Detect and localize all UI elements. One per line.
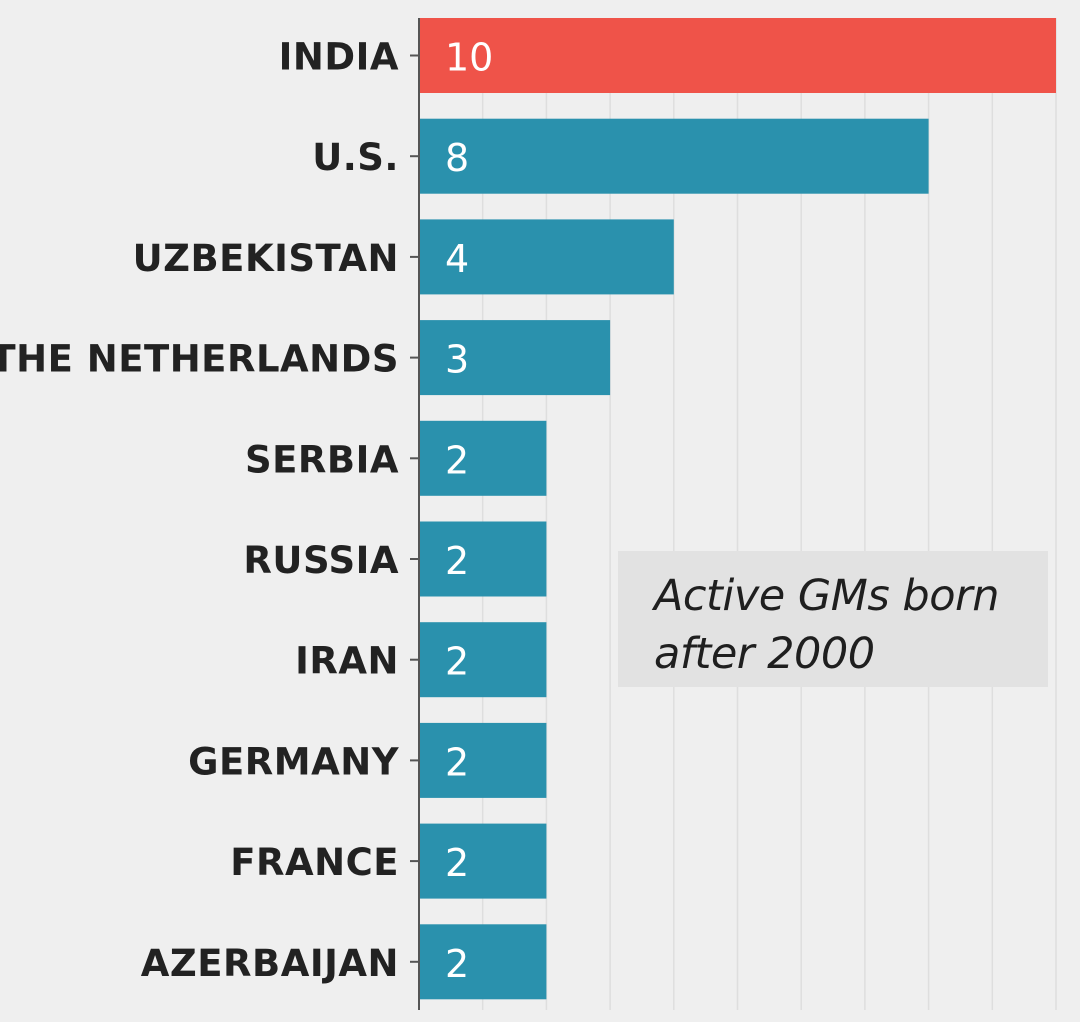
- category-label-azerbaijan: AZERBAIJAN: [141, 942, 399, 985]
- bar-serbia: [419, 420, 547, 496]
- category-label-serbia: SERBIA: [245, 438, 399, 481]
- value-label-serbia: 2: [445, 438, 469, 482]
- bar-uzbekistan: [419, 219, 674, 295]
- value-label-uzbekistan: 4: [445, 237, 469, 281]
- bar-iran: [419, 622, 547, 698]
- value-label-india: 10: [445, 36, 493, 80]
- bar-azerbaijan: [419, 924, 547, 1000]
- chart-annotation: Active GMs born after 2000: [618, 551, 1048, 687]
- category-label-germany: GERMANY: [188, 740, 400, 783]
- value-label-russia: 2: [445, 539, 469, 583]
- category-label-uzbekistan: UZBEKISTAN: [133, 237, 399, 280]
- annotation-line-2: after 2000: [654, 629, 875, 679]
- category-label-russia: RUSSIA: [243, 539, 399, 582]
- annotation-line-1: Active GMs born: [654, 571, 999, 621]
- bar-u-s: [419, 118, 929, 194]
- value-label-u-s: 8: [445, 136, 469, 180]
- y-axis: [410, 18, 420, 1010]
- category-labels: INDIA U.S. UZBEKISTAN THE NETHERLANDS SERBIA…: [0, 36, 400, 985]
- bar-the-netherlands: [419, 320, 611, 396]
- value-label-azerbaijan: 2: [445, 942, 469, 986]
- bar-russia: [419, 521, 547, 597]
- value-label-the-netherlands: 3: [445, 338, 469, 382]
- category-label-the-netherlands: THE NETHERLANDS: [0, 338, 399, 381]
- value-labels: 10 8 4 3 2 2 2 2 2 2: [445, 36, 493, 986]
- bar-india: [419, 18, 1056, 93]
- category-label-france: FRANCE: [230, 841, 399, 884]
- category-label-u-s: U.S.: [312, 136, 399, 179]
- value-label-france: 2: [445, 841, 469, 885]
- bar-germany: [419, 722, 547, 798]
- bar-france: [419, 823, 547, 899]
- value-label-iran: 2: [445, 640, 469, 684]
- bars: [419, 18, 1056, 1000]
- category-label-india: INDIA: [279, 36, 399, 79]
- category-label-iran: IRAN: [295, 640, 399, 683]
- value-label-germany: 2: [445, 740, 469, 784]
